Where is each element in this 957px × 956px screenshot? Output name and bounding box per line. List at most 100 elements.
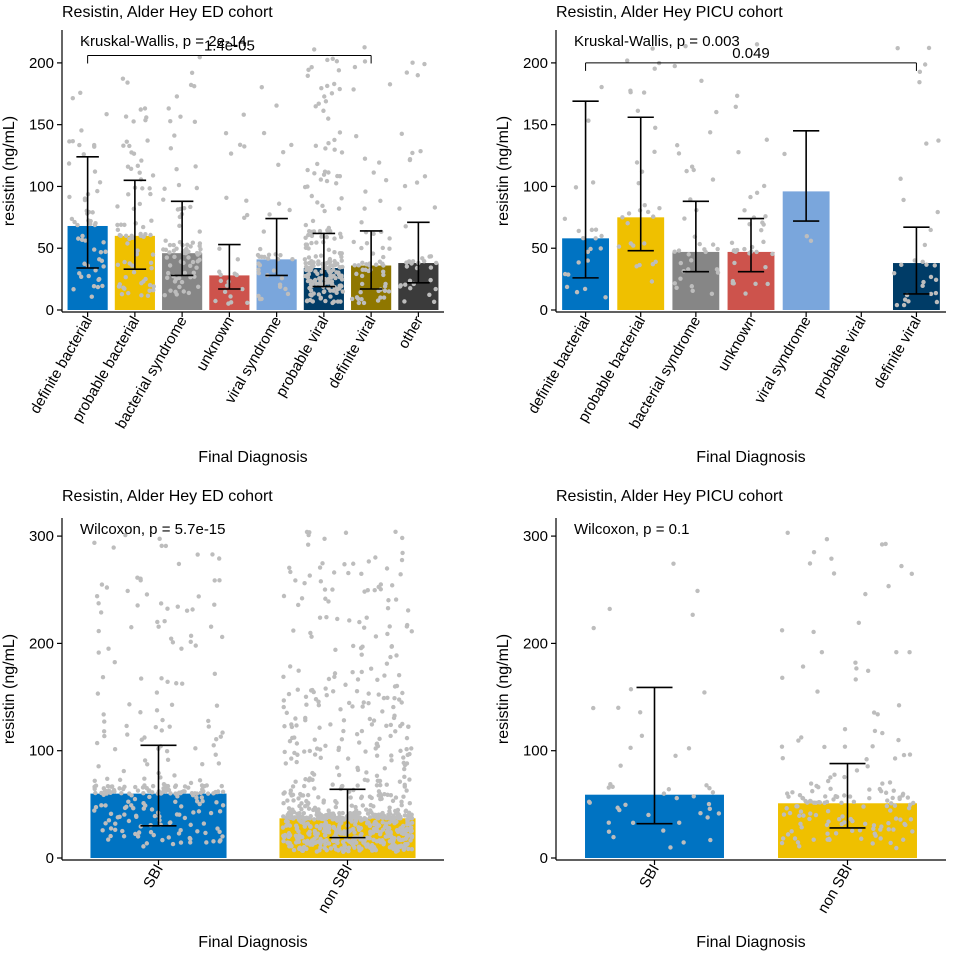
data-point	[289, 722, 294, 727]
data-point	[85, 40, 90, 45]
data-point	[289, 142, 294, 148]
data-point	[194, 795, 199, 800]
data-point	[375, 677, 380, 682]
data-point	[354, 731, 360, 737]
data-point	[754, 190, 760, 195]
data-point	[368, 808, 373, 813]
comparison-bracket: 1.4e-05	[87, 37, 372, 64]
data-point	[822, 800, 827, 806]
data-point	[179, 804, 184, 809]
data-point	[162, 293, 167, 298]
error-bar-other	[407, 221, 430, 284]
x-tick-label: SBI	[636, 862, 663, 891]
data-point	[285, 291, 291, 297]
data-point	[96, 276, 102, 282]
data-point	[144, 785, 150, 791]
data-point	[335, 765, 340, 770]
data-point	[707, 130, 713, 135]
data-point	[698, 811, 703, 816]
data-point	[374, 753, 380, 758]
data-point	[313, 143, 319, 149]
data-point	[115, 222, 120, 228]
y-axis-title: resistin (ng/mL)	[495, 634, 512, 744]
error-bar-definite-viral	[903, 226, 930, 295]
data-point	[917, 79, 922, 85]
data-point	[237, 142, 243, 147]
data-point	[686, 746, 692, 751]
data-point	[672, 63, 677, 69]
data-point	[117, 232, 122, 238]
data-point	[168, 820, 173, 825]
data-point	[374, 783, 380, 788]
data-point	[321, 800, 326, 805]
x-tick-label: probable viral	[810, 314, 870, 400]
data-point	[91, 284, 97, 289]
data-point	[168, 118, 173, 124]
data-point	[324, 614, 329, 620]
data-point	[315, 200, 320, 205]
data-point	[328, 722, 333, 727]
data-point	[360, 260, 365, 266]
data-point	[319, 85, 324, 91]
data-point	[405, 608, 411, 613]
data-point	[920, 283, 925, 289]
data-point	[409, 746, 414, 751]
data-point	[330, 782, 335, 787]
data-point	[383, 281, 388, 287]
data-point	[790, 790, 795, 795]
data-point	[716, 811, 722, 816]
data-point	[359, 220, 364, 225]
data-point	[158, 601, 164, 606]
data-point	[280, 825, 286, 830]
data-point	[705, 815, 710, 820]
data-point	[199, 795, 205, 800]
data-point	[593, 227, 599, 232]
data-point	[278, 252, 283, 258]
data-point	[164, 749, 170, 754]
data-point	[195, 259, 200, 264]
data-point	[176, 831, 182, 836]
data-point	[407, 777, 412, 782]
data-point	[102, 733, 107, 739]
data-point	[894, 845, 899, 851]
data-point	[282, 749, 287, 755]
data-point	[928, 291, 934, 297]
data-point	[573, 185, 579, 190]
data-point	[880, 730, 885, 736]
data-point	[332, 249, 337, 255]
data-point	[358, 833, 363, 838]
data-point	[374, 773, 380, 778]
data-point	[617, 807, 622, 813]
error-bar-viral-syndrome	[793, 130, 820, 222]
error-bar-definite-viral	[359, 230, 383, 290]
data-point	[115, 227, 121, 233]
data-point	[368, 666, 374, 671]
data-point	[215, 826, 220, 831]
data-point	[168, 146, 174, 151]
data-point	[369, 722, 375, 727]
data-point	[219, 783, 224, 789]
data-point	[393, 795, 399, 800]
data-point	[355, 783, 360, 788]
data-point	[325, 57, 330, 63]
data-point	[283, 761, 288, 766]
data-point	[879, 542, 885, 547]
data-point	[397, 206, 402, 211]
data-point	[261, 229, 266, 234]
data-point	[390, 798, 396, 804]
data-point	[894, 649, 899, 655]
data-point	[293, 716, 298, 721]
data-point	[287, 738, 293, 744]
test-annotation: Wilcoxon, p = 5.7e-15	[80, 521, 226, 538]
data-point	[626, 211, 632, 216]
data-point	[332, 236, 337, 241]
data-point	[305, 167, 310, 173]
data-point	[296, 602, 301, 608]
data-point	[178, 114, 183, 119]
data-point	[886, 827, 891, 832]
data-point	[678, 260, 684, 266]
data-point	[829, 556, 834, 561]
data-point	[906, 805, 912, 811]
data-point	[307, 824, 313, 829]
data-point	[126, 192, 131, 197]
